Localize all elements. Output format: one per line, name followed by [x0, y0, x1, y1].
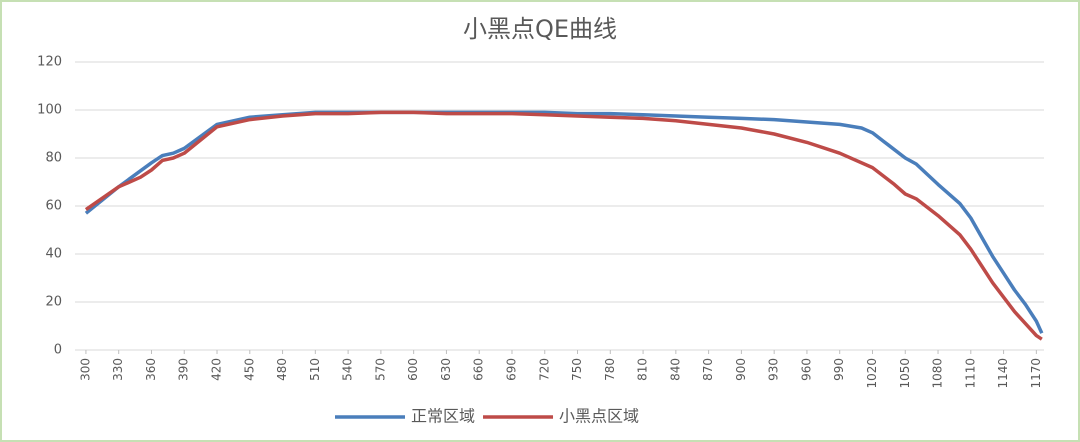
series-line: [84, 110, 1044, 334]
x-tick-label: 360: [144, 358, 158, 381]
x-tick-label: 420: [210, 358, 224, 381]
y-tick-label: 40: [45, 247, 62, 262]
x-tick-label: 570: [373, 358, 387, 381]
x-tick-label: 300: [78, 358, 92, 381]
y-tick-label: 80: [45, 151, 62, 166]
x-tick-label: 450: [242, 358, 256, 381]
x-tick-label: 1020: [865, 358, 879, 389]
x-tick-label: 1140: [996, 358, 1010, 389]
x-tick-label: 810: [636, 358, 650, 381]
legend-label: 小黑点区域: [559, 407, 639, 426]
x-tick-label: 540: [341, 358, 355, 381]
y-tick-label: 120: [37, 55, 62, 70]
x-tick-label: 600: [406, 358, 420, 381]
x-tick-label: 840: [668, 358, 682, 381]
y-tick-label: 60: [45, 199, 62, 214]
chart-title: 小黑点QE曲线: [463, 15, 617, 43]
x-tick-label: 510: [308, 358, 322, 381]
x-tick-label: 780: [603, 358, 617, 381]
x-tick-label: 1050: [898, 358, 912, 389]
x-tick-label: 1170: [1029, 358, 1043, 389]
x-tick-label: 750: [570, 358, 584, 381]
x-tick-label: 630: [439, 358, 453, 381]
series-line: [84, 110, 1043, 341]
x-tick-label: 660: [472, 358, 486, 381]
legend: 正常区域 小黑点区域: [335, 407, 639, 426]
x-tick-label: 1080: [931, 358, 945, 389]
x-tick-label: 690: [504, 358, 518, 381]
y-tick-label: 20: [45, 295, 62, 310]
x-tick-label: 930: [767, 358, 781, 381]
x-tick-label: 990: [832, 358, 846, 381]
y-tick-label: 0: [54, 343, 62, 358]
legend-label: 正常区域: [411, 407, 475, 426]
x-tick-label: 1110: [963, 358, 977, 389]
x-tick-label: 870: [701, 358, 715, 381]
x-tick-label: 480: [275, 358, 289, 381]
x-tick-label: 960: [799, 358, 813, 381]
y-tick-label: 100: [37, 103, 62, 118]
x-tick-label: 720: [537, 358, 551, 381]
x-tick-label: 330: [111, 358, 125, 381]
x-tick-label: 390: [177, 358, 191, 381]
x-tick-label: 900: [734, 358, 748, 381]
